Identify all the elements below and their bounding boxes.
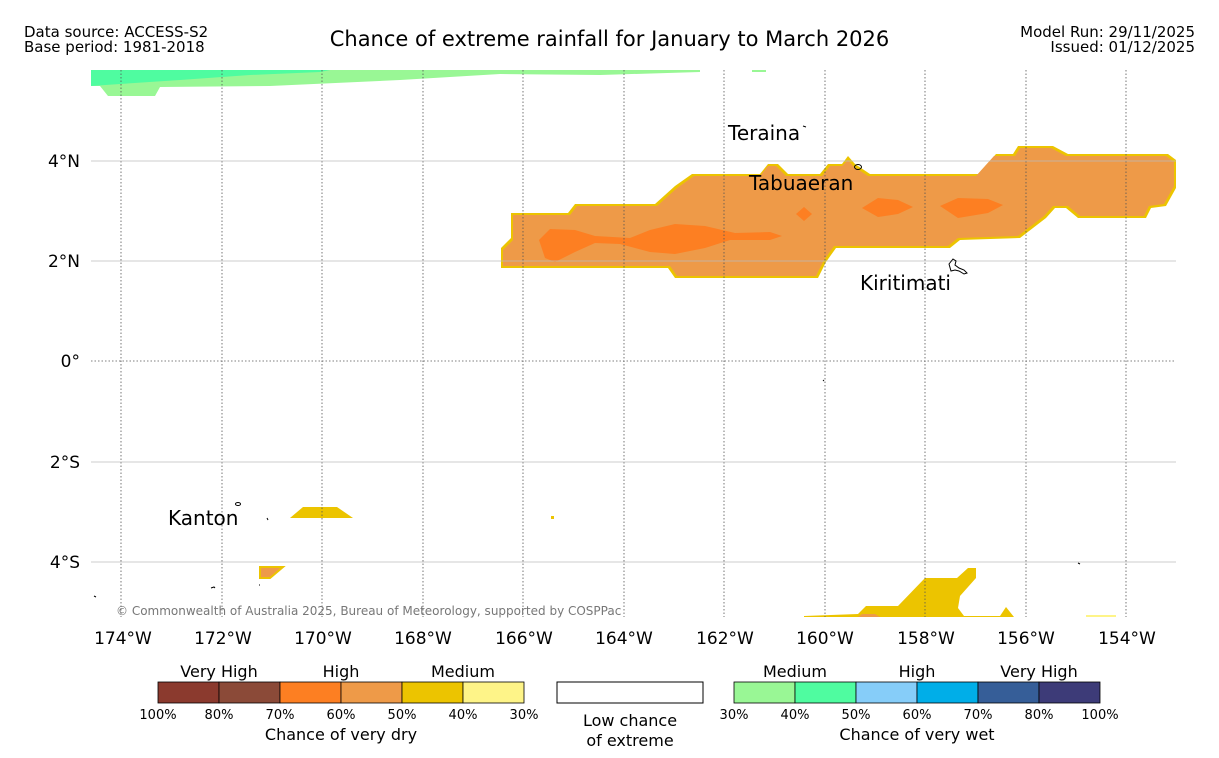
legend-dry-tick: 80% bbox=[205, 708, 234, 723]
legend-dry: Very High High Medium 100% 80% 70% 60% 5… bbox=[139, 662, 538, 744]
legend-dry-swatch bbox=[279, 681, 342, 704]
map-field bbox=[91, 70, 1176, 617]
dry-patch-south-east bbox=[804, 568, 1014, 617]
dry-fleck-high bbox=[858, 614, 880, 617]
island-outlines bbox=[93, 125, 1081, 598]
lat-label: 2°S bbox=[50, 453, 80, 473]
place-label-kanton: Kanton bbox=[168, 506, 238, 530]
legend-wet-tick: 70% bbox=[964, 708, 993, 723]
legend-dry-group-label: Medium bbox=[431, 662, 495, 681]
legend-dry-swatch bbox=[462, 681, 525, 704]
legend-wet-tick: 40% bbox=[781, 708, 810, 723]
place-label-tabuaeran: Tabuaeran bbox=[748, 171, 853, 195]
legend-wet-swatches bbox=[733, 681, 1101, 704]
lon-label: 168°W bbox=[394, 629, 452, 649]
legend-wet-swatch bbox=[794, 681, 857, 704]
dry-high-core-east-b bbox=[940, 198, 1003, 218]
lat-label: 2°N bbox=[48, 252, 80, 272]
issued-text: Issued: 01/12/2025 bbox=[1050, 38, 1195, 56]
lon-label: 172°W bbox=[194, 629, 252, 649]
lon-label: 156°W bbox=[997, 629, 1055, 649]
map-title: Chance of extreme rainfall for January t… bbox=[329, 27, 890, 51]
legend-wet-tick: 100% bbox=[1081, 708, 1118, 723]
legend-wet: Medium High Very High 30% 40% 50% 60% 70… bbox=[720, 662, 1119, 744]
legend-low-chance-swatch bbox=[556, 681, 704, 704]
lon-label: 166°W bbox=[495, 629, 553, 649]
lon-label: 160°W bbox=[796, 629, 854, 649]
legend-dry-swatch bbox=[157, 681, 220, 704]
lat-axis: 4°N 2°N 0° 2°S 4°S bbox=[48, 152, 80, 573]
islet-6 bbox=[1077, 562, 1081, 565]
legend-wet-group-label: High bbox=[899, 662, 936, 681]
legend-wet-swatch bbox=[977, 681, 1040, 704]
dry-fleck-east bbox=[1086, 615, 1116, 617]
kiritimati-island bbox=[948, 258, 968, 275]
dry-high-core-mid bbox=[796, 207, 812, 221]
legend-dry-group-label: High bbox=[323, 662, 360, 681]
islet-4 bbox=[93, 595, 97, 598]
legend-wet-tick: 80% bbox=[1025, 708, 1054, 723]
lon-label: 154°W bbox=[1098, 629, 1156, 649]
legend-wet-ticks: 30% 40% 50% 60% 70% 80% 100% bbox=[720, 708, 1119, 723]
legend-wet-swatch bbox=[733, 681, 796, 704]
dry-high-core-east-a bbox=[862, 198, 913, 217]
legend-low-chance-line1: Low chance bbox=[583, 711, 677, 730]
lon-label: 158°W bbox=[897, 629, 955, 649]
wet-medium-region bbox=[91, 70, 700, 96]
legend-wet-tick: 60% bbox=[903, 708, 932, 723]
base-period-text: Base period: 1981-2018 bbox=[24, 38, 205, 56]
lon-axis: 174°W 172°W 170°W 168°W 166°W 164°W 162°… bbox=[94, 629, 1156, 649]
wet-high-region bbox=[91, 70, 330, 86]
legend-dry-swatch bbox=[340, 681, 403, 704]
tabuaeran-island bbox=[854, 164, 862, 170]
legend-wet-title: Chance of very wet bbox=[839, 725, 994, 744]
place-label-teraina: Teraina bbox=[727, 121, 800, 145]
legend-wet-swatch bbox=[916, 681, 979, 704]
dry-high-core-west bbox=[539, 224, 782, 262]
legend-dry-tick: 50% bbox=[388, 708, 417, 723]
legend-dry-group-label: Very High bbox=[180, 662, 257, 681]
legend-dry-tick: 60% bbox=[327, 708, 356, 723]
lon-label: 164°W bbox=[595, 629, 653, 649]
dry-fleck bbox=[551, 516, 554, 519]
legend-wet-swatch bbox=[855, 681, 918, 704]
dry-patch-kanton-east bbox=[290, 507, 353, 518]
data-source-text: Data source: ACCESS-S2 bbox=[24, 23, 209, 41]
legend-dry-ticks: 100% 80% 70% 60% 50% 40% 30% bbox=[139, 708, 538, 723]
legend-dry-tick: 30% bbox=[510, 708, 539, 723]
lon-label: 162°W bbox=[696, 629, 754, 649]
legend-dry-tick: 40% bbox=[449, 708, 478, 723]
legend-dry-swatches bbox=[157, 681, 525, 704]
lat-label: 0° bbox=[61, 352, 80, 372]
kanton-island bbox=[235, 502, 241, 506]
legend-dry-swatch bbox=[218, 681, 281, 704]
place-label-kiritimati: Kiritimati bbox=[860, 271, 951, 295]
legend-dry-title: Chance of very dry bbox=[265, 725, 417, 744]
legend-dry-tick: 100% bbox=[139, 708, 176, 723]
legend-wet-swatch bbox=[1038, 681, 1101, 704]
lat-label: 4°N bbox=[48, 152, 80, 172]
teraina-island bbox=[802, 125, 807, 128]
legend-wet-group-label: Very High bbox=[1000, 662, 1077, 681]
lon-label: 170°W bbox=[294, 629, 352, 649]
dry-patch-south-west bbox=[259, 566, 286, 579]
islet-1 bbox=[266, 517, 269, 521]
legend-wet-tick: 50% bbox=[842, 708, 871, 723]
lon-label: 174°W bbox=[94, 629, 152, 649]
legend-wet-tick: 30% bbox=[720, 708, 749, 723]
copyright-text: © Commonwealth of Australia 2025, Bureau… bbox=[116, 604, 621, 618]
graticule bbox=[91, 70, 1176, 617]
lat-label: 4°S bbox=[50, 553, 80, 573]
legend-low-chance: Low chance of extreme bbox=[556, 681, 704, 750]
legend-dry-swatch bbox=[401, 681, 464, 704]
islet-2 bbox=[210, 586, 216, 589]
legend-wet-group-label: Medium bbox=[763, 662, 827, 681]
model-run-text: Model Run: 29/11/2025 bbox=[1020, 23, 1195, 41]
islet-5 bbox=[822, 379, 825, 382]
wet-medium-fleck bbox=[752, 70, 766, 72]
legend-low-chance-line2: of extreme bbox=[586, 731, 673, 750]
legend-dry-tick: 70% bbox=[266, 708, 295, 723]
